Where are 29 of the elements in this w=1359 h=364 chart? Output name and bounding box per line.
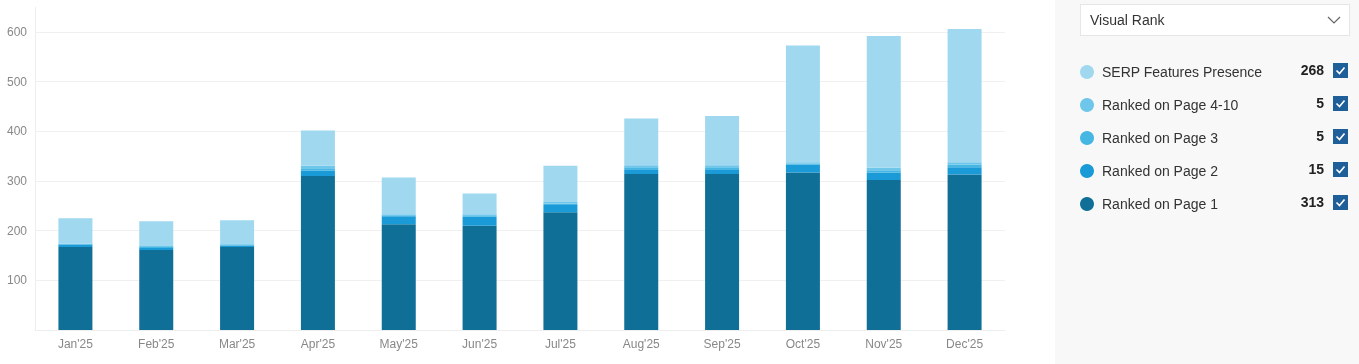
- y-tick-label: 500: [6, 74, 28, 89]
- y-tick-label: 600: [6, 25, 28, 40]
- text: 15: [1307, 161, 1324, 177]
- x-tick-label: Apr'25: [300, 337, 336, 351]
- x-tick-label: May'25: [379, 337, 419, 351]
- x-tick-label: Dec'25: [946, 337, 984, 351]
- legend-label: SERP Features Presence: [1102, 64, 1263, 80]
- y-tick-label: 200: [6, 223, 28, 238]
- legend-label: Ranked on Page 3: [1102, 130, 1219, 146]
- legend-label: Ranked on Page 4-10: [1102, 97, 1239, 113]
- x-tick-label: Mar'25: [218, 337, 256, 351]
- legend-label: Ranked on Page 1: [1102, 196, 1219, 212]
- text: 5: [1315, 128, 1324, 144]
- text: 268: [1299, 62, 1324, 78]
- x-tick-label: Jun'25: [462, 337, 498, 351]
- y-tick-label: 100: [6, 273, 28, 288]
- text: 5: [1315, 95, 1324, 111]
- x-tick-label: Jul'25: [544, 337, 577, 351]
- x-tick-label: Aug'25: [622, 337, 661, 351]
- x-tick-label: Jan'25: [57, 337, 94, 351]
- x-tick-label: Sep'25: [703, 337, 741, 351]
- text: 313: [1299, 194, 1324, 210]
- y-tick-label: 300: [6, 174, 28, 189]
- y-tick-label: 400: [6, 124, 28, 139]
- x-tick-label: Nov'25: [865, 337, 903, 351]
- text: Visual Rank: [1090, 12, 1165, 28]
- legend-label: Ranked on Page 2: [1102, 163, 1219, 179]
- x-tick-label: Oct'25: [785, 337, 821, 351]
- x-tick-label: Feb'25: [138, 337, 175, 351]
